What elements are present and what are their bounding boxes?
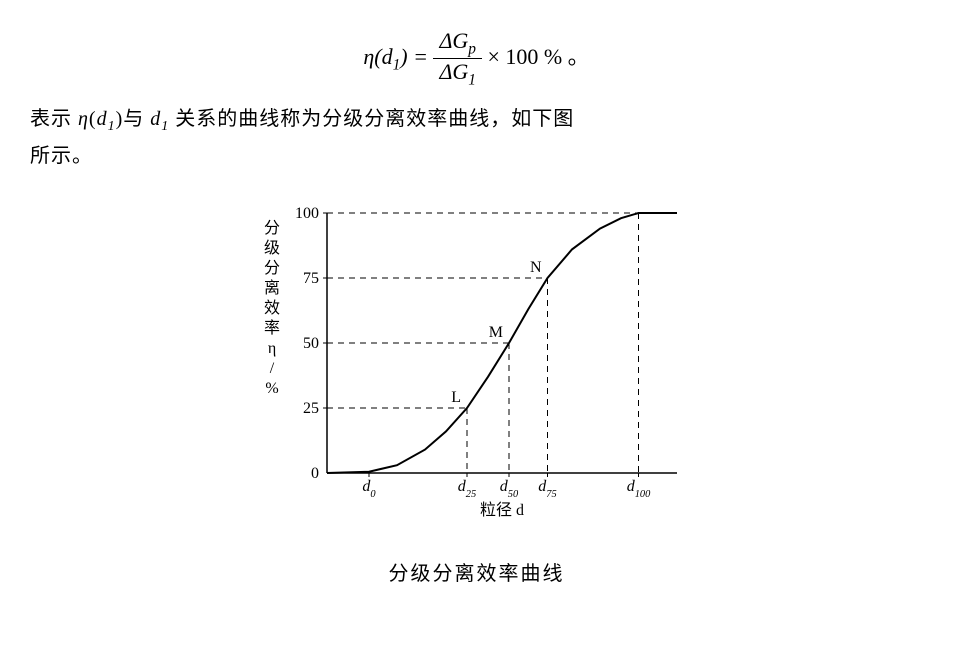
text-seg: 与 <box>123 108 150 130</box>
svg-text:率: 率 <box>263 319 279 337</box>
formula-den-sym: ΔG <box>439 59 468 84</box>
svg-text:75: 75 <box>303 270 319 287</box>
svg-text:d100: d100 <box>626 478 650 500</box>
svg-text:d0: d0 <box>362 478 376 500</box>
svg-text:效: 效 <box>263 299 279 317</box>
formula-den-sub: 1 <box>468 72 476 89</box>
formula-lhs-var: d <box>382 44 393 69</box>
svg-text:η: η <box>267 340 275 357</box>
efficiency-curve-chart: 0255075100LMNd0d25d50d75d100粒径 d分级分离效率η/… <box>247 193 707 533</box>
svg-text:L: L <box>451 389 461 406</box>
svg-text:25: 25 <box>303 400 319 417</box>
svg-text:d25: d25 <box>457 478 475 500</box>
svg-text:d50: d50 <box>499 478 518 500</box>
formula-num-sub: p <box>468 40 476 57</box>
svg-text:/: / <box>269 360 274 377</box>
svg-text:100: 100 <box>295 205 319 222</box>
formula-lhs-fn: η <box>363 44 374 69</box>
text-seg: 关系的曲线称为分级分离效率曲线，如下图 <box>169 108 574 130</box>
svg-text:分: 分 <box>263 259 279 277</box>
text-sub: 1 <box>108 119 116 134</box>
formula-tail: × 100 % 。 <box>487 44 589 69</box>
chart-container: 0255075100LMNd0d25d50d75d100粒径 d分级分离效率η/… <box>30 193 923 539</box>
text-d: d <box>97 108 108 130</box>
svg-text:N: N <box>529 259 541 276</box>
svg-text:分: 分 <box>263 219 279 237</box>
text-seg: 所示。 <box>30 145 93 167</box>
body-text: 表示 η(d1)与 d1 关系的曲线称为分级分离效率曲线，如下图 所示。 <box>30 102 923 173</box>
svg-text:d75: d75 <box>538 478 556 500</box>
text-eta: η <box>78 108 89 130</box>
svg-text:级: 级 <box>263 239 279 257</box>
svg-text:M: M <box>488 324 502 341</box>
text-seg: ( <box>89 108 97 130</box>
formula-fraction: ΔGp ΔG1 <box>433 28 482 90</box>
formula: η(d1) = ΔGp ΔG1 × 100 % 。 <box>30 28 923 90</box>
text-seg: 表示 <box>30 108 78 130</box>
formula-num-sym: ΔG <box>439 28 468 53</box>
svg-text:粒径 d: 粒径 d <box>479 501 523 519</box>
svg-text:离: 离 <box>263 279 279 297</box>
svg-text:%: % <box>265 380 278 397</box>
svg-text:0: 0 <box>311 465 319 482</box>
figure-caption: 分级分离效率曲线 <box>30 557 923 586</box>
svg-text:50: 50 <box>303 335 319 352</box>
text-d: d <box>150 108 161 130</box>
